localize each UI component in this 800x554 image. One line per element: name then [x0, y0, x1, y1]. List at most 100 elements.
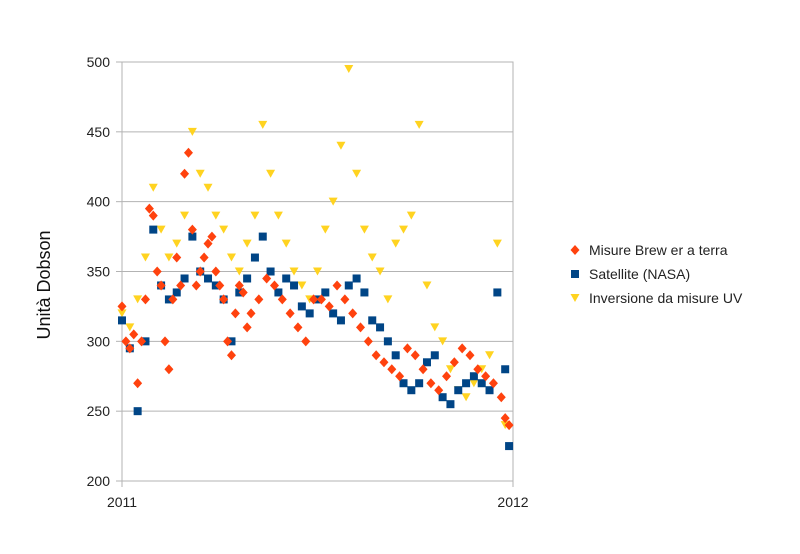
data-point: [454, 386, 463, 395]
data-point: [262, 273, 272, 284]
data-point: [226, 253, 236, 262]
data-point: [129, 329, 139, 340]
data-point: [348, 308, 358, 319]
data-point: [363, 336, 373, 347]
data-point: [449, 357, 459, 368]
data-point: [199, 252, 209, 263]
data-point: [438, 337, 448, 346]
data-point: [282, 274, 291, 283]
y-axis-ticks: 200 250 300 350 400 450 500: [87, 54, 122, 489]
data-point: [125, 323, 135, 332]
legend-marker: [570, 245, 580, 255]
data-point: [446, 400, 455, 409]
data-point: [156, 225, 166, 234]
data-point: [309, 294, 319, 305]
data-point: [320, 225, 330, 234]
y-axis-label: Unità Dobson: [34, 230, 54, 339]
data-point: [371, 350, 381, 361]
data-point: [195, 169, 205, 178]
data-point: [492, 239, 502, 248]
data-point: [277, 294, 287, 305]
y-tick-label: 500: [87, 54, 111, 70]
data-point: [375, 267, 385, 276]
data-point: [328, 197, 338, 206]
data-point: [332, 280, 342, 291]
data-points: [117, 64, 514, 451]
data-point: [383, 295, 393, 304]
data-point: [336, 316, 345, 325]
data-point: [368, 316, 377, 325]
data-point: [415, 379, 424, 388]
data-point: [376, 323, 385, 332]
data-point: [269, 280, 279, 291]
data-point: [125, 343, 135, 354]
data-point: [399, 225, 409, 234]
data-point: [356, 322, 366, 333]
data-point: [203, 238, 213, 249]
data-point: [500, 413, 510, 424]
data-point: [140, 294, 150, 305]
data-point: [152, 266, 162, 277]
data-point: [430, 323, 440, 332]
data-point: [430, 351, 439, 360]
legend-marker: [570, 294, 580, 302]
x-tick-label: 2012: [497, 494, 528, 510]
x-tick-label: 2011: [107, 494, 137, 510]
data-point: [226, 350, 236, 361]
data-point: [133, 407, 142, 416]
data-point: [352, 274, 361, 283]
data-point: [144, 203, 154, 214]
data-point: [324, 301, 334, 312]
data-point: [329, 309, 338, 318]
data-point: [501, 365, 510, 374]
data-point: [473, 364, 483, 375]
data-point: [402, 343, 412, 354]
data-point: [383, 337, 392, 346]
data-point: [148, 210, 158, 221]
data-point: [246, 308, 256, 319]
data-point: [168, 294, 178, 305]
data-point: [183, 147, 193, 158]
data-point: [234, 267, 244, 276]
data-point: [149, 225, 158, 234]
data-point: [391, 239, 401, 248]
data-point: [172, 239, 182, 248]
data-point: [387, 364, 397, 375]
data-point: [285, 308, 295, 319]
data-point: [504, 420, 514, 431]
data-point: [117, 301, 127, 312]
data-point: [195, 266, 205, 277]
data-point: [297, 281, 307, 290]
y-tick-label: 350: [87, 264, 111, 280]
data-point: [496, 392, 506, 403]
data-point: [422, 281, 432, 290]
data-point: [426, 378, 436, 389]
data-point: [281, 239, 291, 248]
data-point: [293, 322, 303, 333]
data-point: [321, 288, 330, 297]
data-point: [164, 253, 174, 262]
data-point: [242, 239, 252, 248]
data-point: [137, 336, 147, 347]
data-point: [133, 295, 143, 304]
legend: Misure Brew er a terra Satellite (NASA) In…: [570, 242, 743, 306]
data-point: [406, 211, 416, 220]
series-group: [117, 147, 514, 431]
data-point: [442, 371, 452, 382]
data-point: [391, 351, 400, 360]
legend-label: Satellite (NASA): [589, 266, 690, 282]
data-point: [204, 274, 213, 283]
y-tick-label: 300: [87, 333, 111, 349]
data-point: [410, 350, 420, 361]
data-point: [223, 336, 233, 347]
data-point: [215, 280, 225, 291]
data-point: [187, 224, 197, 235]
data-point: [243, 274, 252, 283]
data-point: [462, 379, 471, 388]
legend-label: Misure Brew er a terra: [589, 242, 728, 258]
data-point: [133, 378, 143, 389]
data-point: [180, 274, 189, 283]
data-point: [395, 371, 405, 382]
